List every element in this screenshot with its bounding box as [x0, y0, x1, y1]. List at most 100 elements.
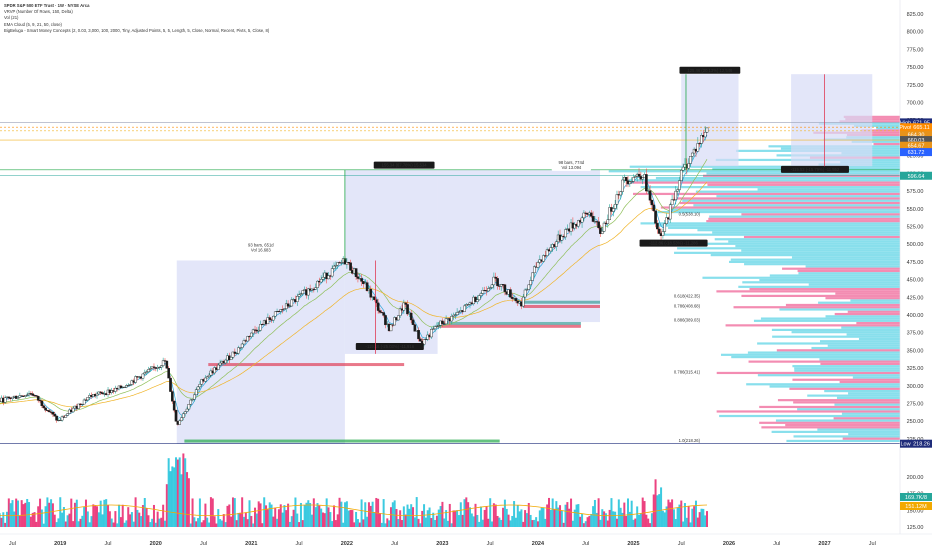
candle-body — [268, 317, 272, 320]
candle-body — [698, 143, 701, 145]
volume-bar — [149, 522, 152, 527]
candle-body — [330, 268, 334, 277]
candle-body — [481, 290, 485, 294]
volume-bar — [386, 518, 389, 527]
legend-ema-cloud[interactable]: EMA Cloud (5, 9, 21, 50, close) — [4, 21, 62, 27]
volume-bar — [663, 512, 666, 527]
price-tag-value: 654.67 — [908, 144, 925, 150]
profile-bar — [710, 254, 900, 257]
profile-bar — [691, 242, 900, 245]
volume-bar — [248, 500, 251, 527]
volume-bar — [222, 514, 225, 527]
volume-bar — [351, 510, 354, 527]
time-tick-label: Jul — [9, 541, 16, 547]
candle-body — [441, 320, 444, 324]
profile-bar — [776, 349, 900, 352]
profile-bar — [759, 278, 900, 282]
profile-bar — [861, 129, 900, 132]
price-tag-label-bg — [900, 123, 911, 132]
candle-body — [499, 284, 503, 287]
volume-bar — [535, 517, 538, 527]
volume-bar — [233, 498, 236, 527]
price-tag-value: 218.26 — [913, 442, 930, 448]
volume-bar — [4, 522, 7, 527]
candle-body — [619, 191, 622, 196]
volume-bar — [608, 509, 611, 527]
legend-volume[interactable]: Vol (21) — [4, 15, 19, 21]
volume-bar — [64, 521, 67, 527]
volume-bar — [520, 509, 523, 527]
candle-body — [455, 312, 459, 315]
legend-symbol[interactable]: SPDR S&P 500 ETF Trust · 1W · NYSE Arca — [4, 3, 90, 8]
volume-bar — [331, 521, 334, 527]
volume-bar — [599, 519, 602, 527]
volume-bar — [114, 511, 117, 527]
candle-body — [356, 276, 360, 279]
candle-body — [494, 276, 498, 279]
profile-bar — [759, 405, 900, 409]
legend-vrvp[interactable]: VRVP (Number Of Rows, 150, Delta) — [4, 9, 73, 15]
volume-bar — [110, 518, 113, 527]
volume-bar — [704, 515, 707, 527]
volume-bar — [625, 515, 628, 527]
candle-body — [183, 411, 187, 415]
price-tag-label-bg — [900, 439, 911, 448]
profile-bar — [714, 238, 900, 241]
candle-body — [634, 176, 637, 178]
candle-body — [200, 379, 204, 385]
candle-body — [145, 371, 148, 373]
measure-box — [437, 169, 600, 323]
volume-bar — [252, 523, 255, 527]
volume-bar — [443, 518, 446, 527]
profile-bar — [742, 281, 900, 284]
volume-bar — [176, 459, 179, 527]
volume-bar — [678, 504, 681, 527]
volume-bar — [226, 505, 229, 527]
volume-tag-bg — [900, 493, 932, 501]
volume-bar — [290, 516, 293, 527]
candle-body — [349, 262, 352, 271]
volume-bar — [412, 507, 415, 527]
candle-body — [47, 410, 51, 413]
profile-bar — [693, 204, 900, 207]
volume-bar — [129, 514, 132, 527]
legend-smc[interactable]: BigBeluga - Smart Money Concepts (2, 0.0… — [4, 27, 270, 33]
profile-bar — [658, 224, 900, 227]
volume-bar — [347, 510, 350, 527]
volume-bar — [309, 502, 312, 527]
candle-body — [77, 403, 80, 409]
volume-bar — [13, 511, 16, 527]
candle-body — [602, 222, 606, 232]
volume-bar — [654, 479, 657, 527]
candle-body — [123, 386, 126, 388]
volume-bar — [643, 501, 646, 527]
candle-body — [654, 210, 657, 224]
volume-bar — [494, 504, 497, 527]
volume-bar — [73, 502, 76, 527]
profile-bar — [748, 360, 900, 363]
candle-body — [424, 338, 428, 340]
profile-bar — [753, 319, 900, 322]
profile-bar — [657, 210, 900, 214]
candle-body — [314, 287, 317, 290]
profile-bar — [842, 437, 900, 440]
time-tick-label: Jul — [391, 541, 398, 547]
candle-body — [229, 357, 233, 360]
volume-bar — [367, 502, 370, 527]
volume-bar — [571, 520, 574, 527]
price-tick-label: 375.00 — [907, 331, 924, 337]
candles — [0, 126, 709, 426]
volume-bar — [156, 511, 159, 527]
time-tick-label: 2021 — [245, 541, 257, 547]
volume-bar — [132, 521, 135, 527]
profile-bar — [735, 244, 900, 248]
candle-body — [31, 393, 35, 396]
price-tag-bg — [911, 439, 932, 448]
profile-bar — [761, 426, 900, 429]
candle-body — [38, 400, 42, 402]
candle-body — [564, 229, 567, 238]
time-tick-label: 2020 — [150, 541, 162, 547]
volume-bar — [213, 516, 216, 527]
candle-body — [283, 308, 286, 310]
